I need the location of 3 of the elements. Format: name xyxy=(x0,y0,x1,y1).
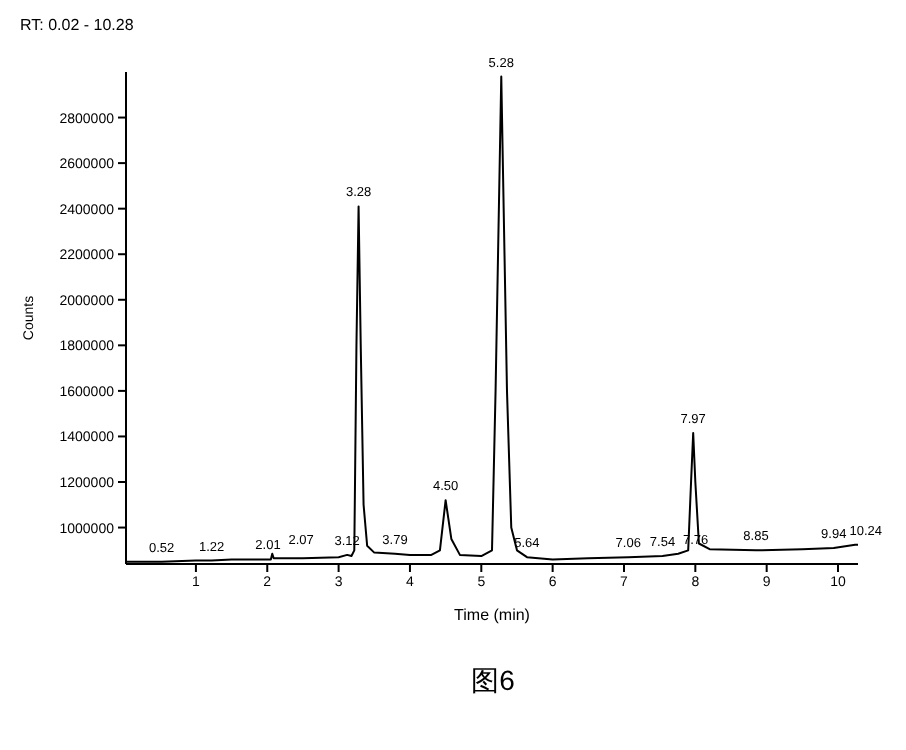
caption: 图6 xyxy=(469,664,517,700)
text: RT: 0.02 - 10.28 xyxy=(18,16,136,38)
x-axis-title: Time (min) xyxy=(454,606,531,624)
